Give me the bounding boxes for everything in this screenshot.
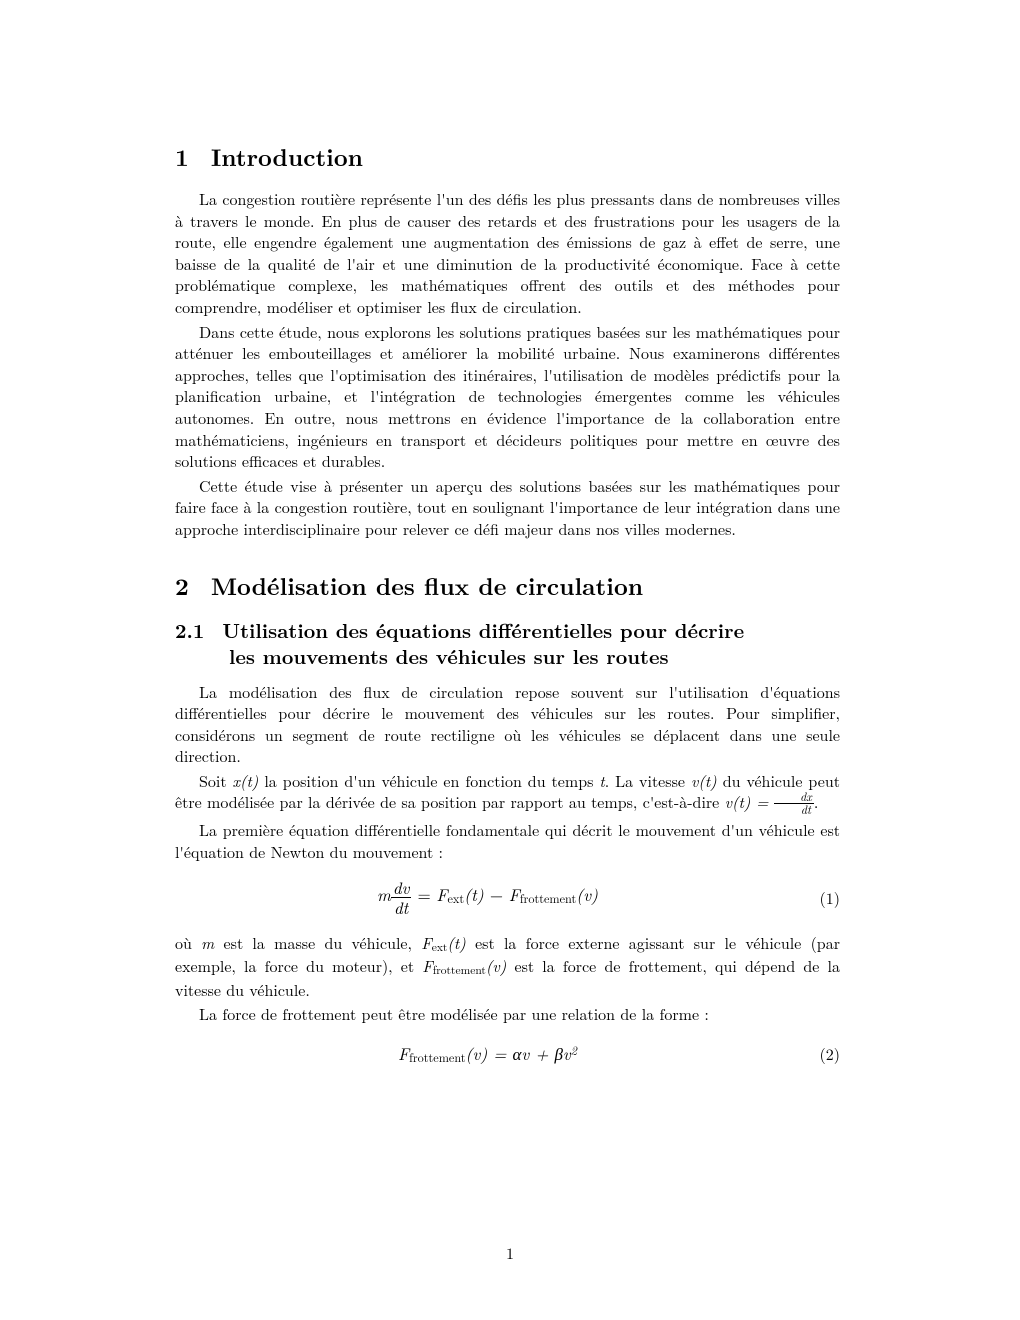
math-of-v: (v) — [576, 882, 598, 906]
math-frac-dvdt: dvdt — [391, 879, 412, 916]
spacer — [175, 543, 840, 569]
equation-2: Ffrottement(v) = αv + βv2 (2) — [175, 1041, 840, 1066]
math-Ffrot: F — [422, 954, 432, 977]
math-of-t: (t) — [447, 931, 465, 954]
math-Fext-sub: ext — [432, 939, 448, 955]
math-vt-eq: v(t) = — [725, 790, 775, 813]
math-Ffrot: F — [509, 882, 520, 906]
text: . — [814, 790, 818, 813]
math-of-v: (v) — [466, 1041, 488, 1065]
math-Ffrot: F — [398, 1041, 409, 1065]
text: est la masse du véhicule, — [214, 931, 421, 954]
math-m: m — [377, 882, 391, 906]
intro-para-2: Dans cette étude, nous explorons les sol… — [175, 321, 840, 472]
math-Fext-sub: ext — [448, 889, 465, 907]
body-para-4: où m est la masse du véhicule, Fext(t) e… — [175, 932, 840, 1001]
section-2-heading: 2 Modélisation des flux de circulation — [175, 569, 840, 603]
equation-1-body: mdvdt = Fext(t) − Ffrottement(v) — [175, 879, 800, 916]
math-of-t: (t) — [464, 882, 484, 906]
math-of-v: (v) — [486, 954, 506, 977]
math-eq2-rhs: = αv + βv — [487, 1041, 570, 1065]
section-1-number: 1 — [175, 140, 189, 174]
equals: = — [418, 882, 437, 906]
intro-para-3: Cette étude vise à présenter un aperçu d… — [175, 475, 840, 540]
subsection-2-1-title-line1: Utilisation des équations différentielle… — [222, 615, 744, 644]
math-Fext: F — [421, 931, 431, 954]
subsection-2-1-number: 2.1 — [175, 615, 204, 644]
minus: − — [490, 882, 509, 906]
math-Ffrot-sub: frottement — [409, 1048, 465, 1066]
frac-den: dt — [391, 898, 412, 916]
page: 1 Introduction La congestion routière rep… — [0, 0, 1020, 1320]
text: . La vitesse — [605, 769, 691, 792]
math-Ffrot-sub: frottement — [520, 889, 576, 907]
math-x-t: x(t) — [233, 769, 259, 792]
body-para-5: La force de frottement peut être modélis… — [175, 1003, 840, 1025]
section-1-title: Introduction — [211, 140, 363, 174]
equation-1-number: (1) — [800, 886, 840, 909]
math-Ffrot-sub: frottement — [433, 962, 486, 978]
equation-1: mdvdt = Fext(t) − Ffrottement(v) (1) — [175, 879, 840, 916]
text: la position d'un véhicule en fonction du… — [258, 769, 599, 792]
text: Soit — [199, 769, 233, 792]
math-frac-dxdt: dxdt — [774, 791, 814, 816]
frac-den: dt — [774, 804, 814, 816]
equation-2-body: Ffrottement(v) = αv + βv2 — [175, 1041, 800, 1066]
subsection-2-1-heading: 2.1 Utilisation des équations différentie… — [175, 617, 840, 669]
section-1-heading: 1 Introduction — [175, 140, 840, 174]
math-Fext: F — [436, 882, 447, 906]
math-m: m — [201, 931, 214, 954]
subsection-2-1-title-line2: les mouvements des véhicules sur les rou… — [175, 643, 840, 669]
page-number: 1 — [0, 1241, 1020, 1264]
text: où — [175, 931, 201, 954]
section-2-title: Modélisation des flux de circulation — [211, 569, 643, 603]
intro-para-1: La congestion routière représente l'un d… — [175, 188, 840, 318]
section-2-number: 2 — [175, 569, 189, 603]
equation-2-number: (2) — [800, 1042, 840, 1065]
body-para-2: Soit x(t) la position d'un véhicule en f… — [175, 770, 840, 817]
math-sq: 2 — [571, 1041, 577, 1059]
body-para-1: La modélisation des flux de circulation … — [175, 681, 840, 767]
math-v-t: v(t) — [691, 769, 717, 792]
body-para-3: La première équation différentielle fond… — [175, 819, 840, 862]
